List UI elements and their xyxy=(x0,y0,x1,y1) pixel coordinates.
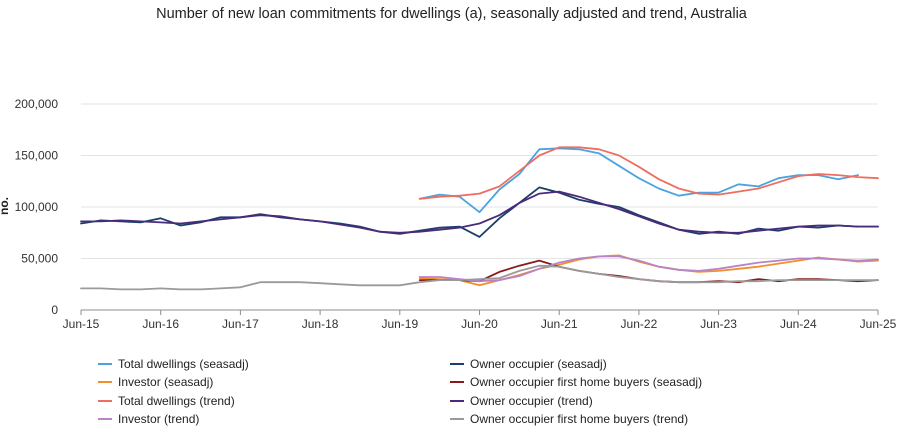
legend-item[interactable]: Investor (trend) xyxy=(98,411,450,429)
y-tick-label: 50,000 xyxy=(21,252,58,266)
x-tick-label: Jun-21 xyxy=(541,317,578,331)
chart-legend: Total dwellings (seasadj) Owner occupier … xyxy=(98,355,818,428)
legend-swatch xyxy=(98,399,112,402)
series-line xyxy=(418,255,879,283)
legend-label: Investor (trend) xyxy=(118,412,200,427)
legend-swatch xyxy=(450,399,464,402)
legend-item[interactable]: Owner occupier first home buyers (seasad… xyxy=(450,374,818,392)
chart-title: Number of new loan commitments for dwell… xyxy=(156,6,747,22)
legend-swatch xyxy=(450,418,464,421)
series-lines xyxy=(80,146,879,291)
legend-swatch xyxy=(450,381,464,384)
series-line xyxy=(418,147,859,214)
legend-item[interactable]: Owner occupier first home buyers (trend) xyxy=(450,411,818,429)
legend-label: Owner occupier (trend) xyxy=(470,393,593,408)
x-tick-label: Jun-15 xyxy=(63,317,100,331)
legend-item[interactable]: Owner occupier (seasadj) xyxy=(450,355,818,373)
line-chart: 0 50,000 100,000 150,000 200,000 Jun-15 Jun-16… xyxy=(0,97,897,331)
y-tick-label: 200,000 xyxy=(15,97,59,111)
y-axis-title: no. xyxy=(0,197,11,215)
legend-label: Owner occupier first home buyers (seasad… xyxy=(470,375,703,390)
y-tick-label: 0 xyxy=(51,303,58,317)
legend-label: Total dwellings (trend) xyxy=(118,393,235,408)
legend-item[interactable]: Owner occupier (trend) xyxy=(450,392,818,410)
legend-label: Owner occupier first home buyers (trend) xyxy=(470,412,689,427)
legend-label: Total dwellings (seasadj) xyxy=(118,356,249,371)
series-line xyxy=(80,190,879,234)
series-line xyxy=(418,146,879,200)
axes: 0 50,000 100,000 150,000 200,000 Jun-15 Jun-16… xyxy=(15,97,897,331)
y-tick-label: 100,000 xyxy=(15,200,59,214)
legend-label: Investor (seasadj) xyxy=(118,375,214,390)
x-tick-label: Jun-23 xyxy=(700,317,737,331)
x-tick-label: Jun-20 xyxy=(461,317,498,331)
legend-item[interactable]: Total dwellings (trend) xyxy=(98,392,450,410)
x-tick-label: Jun-19 xyxy=(381,317,418,331)
series-line xyxy=(80,264,879,291)
x-tick-label: Jun-17 xyxy=(222,317,259,331)
legend-item[interactable]: Total dwellings (seasadj) xyxy=(98,355,450,373)
x-tick-label: Jun-16 xyxy=(142,317,179,331)
legend-swatch xyxy=(98,418,112,421)
x-tick-label: Jun-25 xyxy=(860,317,897,331)
legend-label: Owner occupier (seasadj) xyxy=(470,356,607,371)
x-tick-label: Jun-18 xyxy=(302,317,339,331)
legend-item[interactable]: Investor (seasadj) xyxy=(98,374,450,392)
legend-swatch xyxy=(450,362,464,365)
x-tick-label: Jun-24 xyxy=(780,317,817,331)
legend-swatch xyxy=(98,381,112,384)
x-tick-label: Jun-22 xyxy=(621,317,658,331)
y-tick-label: 150,000 xyxy=(15,149,59,163)
legend-swatch xyxy=(98,362,112,365)
